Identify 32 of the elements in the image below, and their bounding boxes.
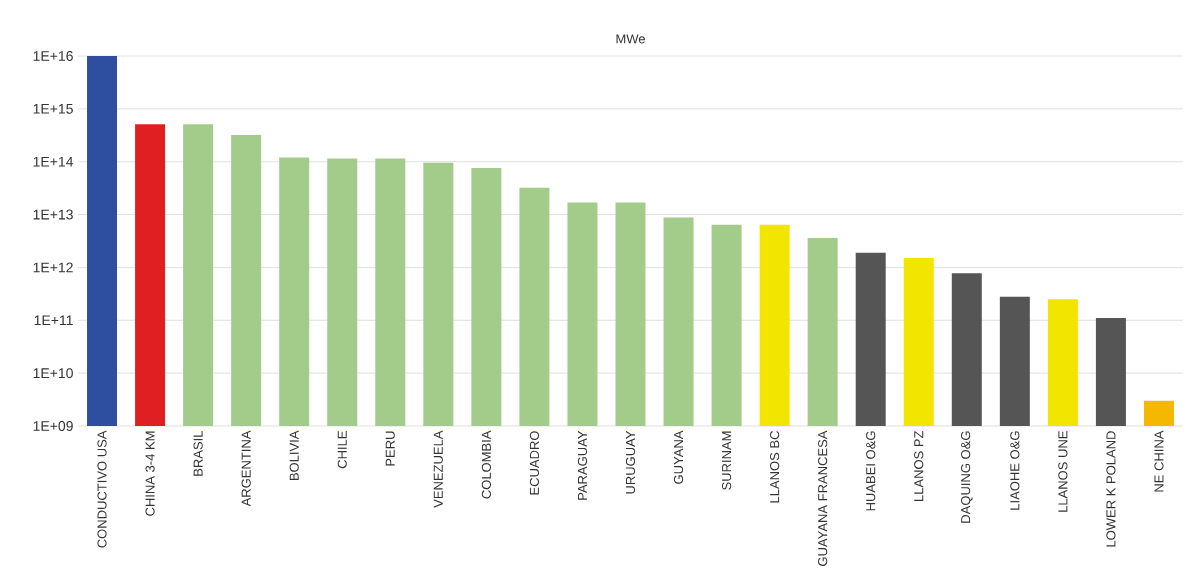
y-tick-label: 1E+11 [34,315,73,326]
x-tick-label: CONDUCTIVO USA [97,430,107,548]
y-tick-label: 1E+14 [33,156,74,167]
chart-title: MWe [616,34,645,44]
x-tick-label: URUGUAY [625,430,636,494]
y-tick-label: 1E+10 [33,368,73,379]
y-tick-label: 1E+09 [33,421,73,431]
x-tick-label: LIAOHE O&G [1010,431,1020,510]
x-tick-label: HUABEI O&G [866,431,876,511]
x-tick-label: COLOMBIA [481,430,491,499]
x-tick-label: LLANOS BC [770,431,780,503]
x-tick-label: DAQUING O&G [961,431,973,523]
x-tick-label: BOLIVIA [289,430,299,481]
x-tick-label: PERU [385,431,395,466]
x-tick-label: GUAYANA FRANCESA [818,430,828,566]
x-tick-label: BRASIL [193,430,203,476]
y-tick-label: 1E+15 [33,103,73,114]
y-tick-label: 1E+16 [33,51,73,61]
x-tick-label: SURINAM [721,431,732,490]
x-tick-label: PARAGUAY [577,430,588,500]
x-tick-label: CHINA 3-4 KM [145,431,155,516]
x-tick-label: LOWER K POLAND [1106,431,1116,547]
x-tick-label: LLANOS UNE [1058,431,1068,512]
y-tick-label: 1E+13 [33,209,73,220]
x-tick-label: CHILE [337,431,347,469]
x-tick-label: NE CHINA [1154,430,1164,492]
x-tick-label: LLANOS PZ [914,430,924,501]
y-tick-label: 1E+12 [33,262,73,273]
x-tick-label: VENEZUELA [433,430,443,508]
x-tick-label: ARGENTINA [241,430,251,507]
x-tick-label: ECUADRO [529,431,540,495]
x-tick-label: GUYANA [673,430,684,484]
